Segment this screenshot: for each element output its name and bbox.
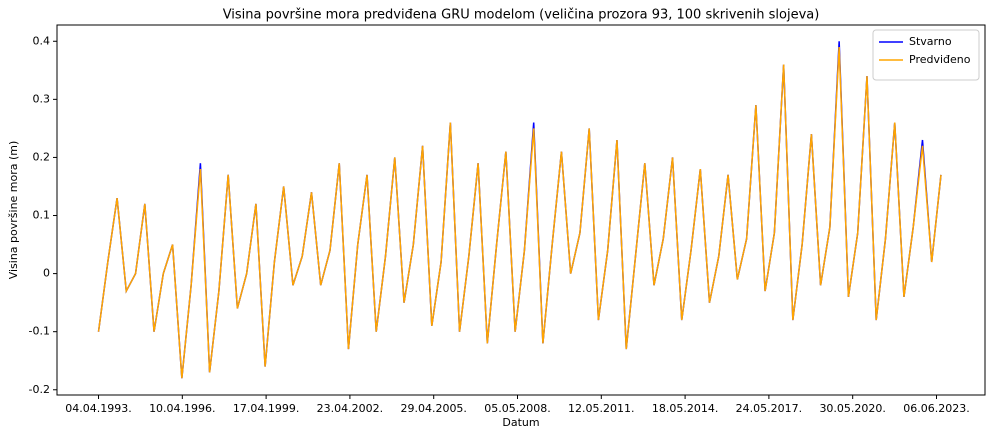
x-tick-label: 24.05.2017. (736, 402, 802, 415)
x-tick-label: 29.04.2005. (400, 402, 466, 415)
x-tick-label: 18.05.2014. (652, 402, 718, 415)
x-axis-label: Datum (502, 416, 539, 429)
x-tick-label: 06.06.2023. (903, 402, 969, 415)
y-tick-label: -0.1 (29, 325, 50, 338)
x-tick-label: 17.04.1999. (233, 402, 299, 415)
y-tick-label: 0.3 (33, 92, 51, 105)
plot-frame (56, 24, 986, 396)
y-tick-label: 0.1 (33, 209, 51, 222)
y-axis-label: Visina površine mora (m) (7, 141, 20, 280)
x-tick-label: 04.04.1993. (65, 402, 131, 415)
legend-label: Stvarno (909, 35, 952, 48)
x-tick-label: 30.05.2020. (819, 402, 885, 415)
x-tick-label: 10.04.1996. (149, 402, 215, 415)
legend-label: Predviđeno (909, 53, 971, 66)
x-tick-label: 05.05.2008. (484, 402, 550, 415)
y-tick-label: 0 (43, 267, 50, 280)
data-line (97, 47, 942, 379)
y-tick-label: 0.2 (33, 150, 51, 163)
x-tick-label: 12.05.2011. (568, 402, 634, 415)
y-tick-label: -0.2 (29, 383, 50, 396)
chart-title: Visina površine mora predviđena GRU mode… (223, 8, 820, 23)
x-tick-label: 23.04.2002. (317, 402, 383, 415)
y-tick-label: 0.4 (33, 34, 51, 47)
